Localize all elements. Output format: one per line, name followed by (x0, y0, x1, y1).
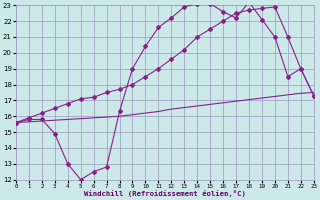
X-axis label: Windchill (Refroidissement éolien,°C): Windchill (Refroidissement éolien,°C) (84, 190, 246, 197)
